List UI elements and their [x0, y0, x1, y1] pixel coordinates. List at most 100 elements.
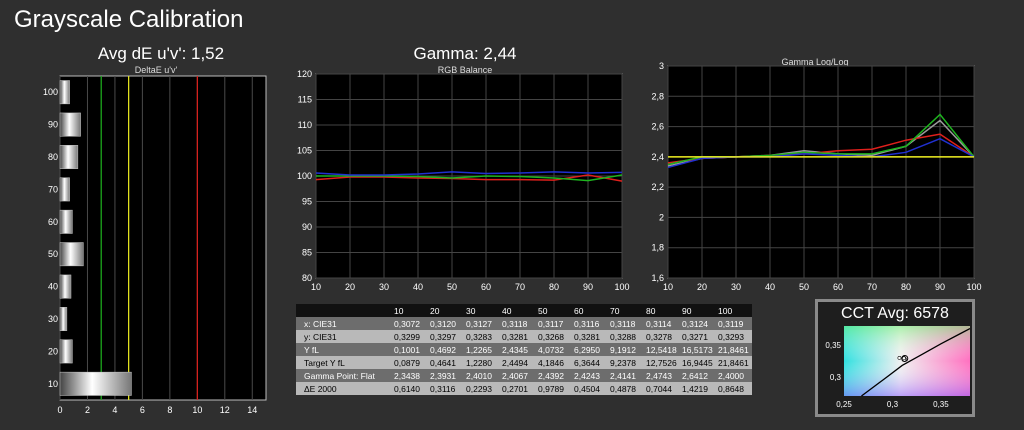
- table-cell: 0,3124: [680, 317, 716, 330]
- table-cell: 2,3931: [428, 369, 464, 382]
- y-tick-label: 10: [48, 379, 58, 389]
- table-header-cell: 20: [428, 304, 464, 317]
- table-cell: 0,7044: [644, 382, 680, 395]
- rgb-balance-chart: 10 20 30 40 50 60 70 80 90 100 80 85 90 95 100 105 110 11…: [297, 69, 630, 292]
- x-tick-label: 6: [140, 405, 145, 415]
- table-cell: 0,2701: [500, 382, 536, 395]
- y-tick-label: 95: [302, 197, 312, 207]
- table-cell: 16,9445: [680, 356, 716, 369]
- x-tick-label: 2: [85, 405, 90, 415]
- x-tick-label: 90: [935, 282, 945, 292]
- table-cell: 0,3278: [644, 330, 680, 343]
- y-tick-label: 70: [48, 184, 58, 194]
- series-line: [667, 137, 975, 169]
- plot-area: [59, 75, 267, 401]
- table-cell: 0,3271: [680, 330, 716, 343]
- gamma-heading: Gamma: 2,44: [413, 44, 517, 63]
- page-title: Grayscale Calibration: [14, 6, 244, 33]
- y-tick-label: 30: [48, 314, 58, 324]
- x-tick-label: 10: [663, 282, 673, 292]
- table-cell: 2,4010: [464, 369, 500, 382]
- y-tick-label: 2,8: [651, 91, 664, 101]
- table-cell: 2,4392: [536, 369, 572, 382]
- table-cell: 6,3644: [572, 356, 608, 369]
- table-row: Y fL 0,1001 0,4692 1,2265 2,4345 4,0732 6,2950…: [296, 343, 752, 356]
- deltae-bar-chart: 0 2 4 6 8 10 12 14 10 20 30 40 50 60 70 80 90 100: [43, 75, 267, 415]
- x-tick-label: 70: [867, 282, 877, 292]
- y-tick-label: 110: [298, 120, 312, 130]
- table-cell: 21,8461: [716, 343, 752, 356]
- table-row-label: Gamma Point: Flat: [296, 369, 392, 382]
- table-cell: 0,3281: [500, 330, 536, 343]
- table-cell: 0,3072: [392, 317, 428, 330]
- table-body: x: CIE31 0,3072 0,3120 0,3127 0,3118 0,3117 0,…: [296, 317, 752, 395]
- x-tick-label: 60: [833, 282, 843, 292]
- x-tick-label: 90: [583, 282, 593, 292]
- planckian-locus: [861, 327, 971, 397]
- table-header-cell: 50: [536, 304, 572, 317]
- gamma-loglog-chart: 10 20 30 40 50 60 70 80 90 100 1,6 1,8 2 2,2 2,4 2,6 2,8…: [651, 61, 981, 292]
- x-tick-label: 4: [112, 405, 117, 415]
- x-tick-label: 14: [247, 405, 257, 415]
- results-table: 10 20 30 40 50 60 70 80 90 100 x: CIE31 0…: [296, 304, 752, 395]
- table-cell: 0,4641: [428, 356, 464, 369]
- table-cell: 0,2293: [464, 382, 500, 395]
- table-cell: 0,3119: [716, 317, 752, 330]
- bar: [59, 112, 81, 137]
- bar: [59, 209, 73, 234]
- x-tick-label: 80: [549, 282, 559, 292]
- bar: [59, 371, 132, 396]
- bar: [59, 80, 70, 105]
- y-tick-label: 1,6: [651, 273, 664, 283]
- table-row-label: Target Y fL: [296, 356, 392, 369]
- table-cell: 0,3268: [536, 330, 572, 343]
- measurement-point: [902, 356, 906, 361]
- table-header-cell: 60: [572, 304, 608, 317]
- y-tick-label: 1,8: [651, 243, 664, 253]
- y-tick-label: 80: [302, 273, 312, 283]
- series-line: [316, 174, 623, 182]
- y-tick-label: 90: [302, 222, 312, 232]
- table-row: Target Y fL 0,0879 0,4641 1,2280 2,4494 4,184…: [296, 356, 752, 369]
- y-tick-label: 100: [297, 171, 312, 181]
- cct-panel: CCT Avg: 6578 0,25 0,3 0,35 0,3 0,35: [815, 299, 975, 417]
- y-tick-label: 120: [297, 69, 312, 79]
- table-row-label: y: CIE31: [296, 330, 392, 343]
- y-tick-label: 2,4: [651, 152, 664, 162]
- x-tick-label: 0,35: [933, 400, 949, 409]
- y-tick-label: 90: [48, 120, 58, 130]
- y-tick-label: 0,3: [830, 373, 842, 382]
- x-tick-label: 50: [447, 282, 457, 292]
- table-cell: 6,2950: [572, 343, 608, 356]
- table-header-cell: 40: [500, 304, 536, 317]
- table-cell: 9,2378: [608, 356, 644, 369]
- table-cell: 0,3116: [428, 382, 464, 395]
- series-line: [315, 171, 623, 176]
- rgb-balance-subtitle: RGB Balance: [437, 65, 493, 75]
- table-row-label: x: CIE31: [296, 317, 392, 330]
- table-cell: 1,4219: [680, 382, 716, 395]
- y-tick-label: 40: [48, 282, 58, 292]
- x-tick-label: 30: [379, 282, 389, 292]
- table-cell: 0,3293: [716, 330, 752, 343]
- table-row: y: CIE31 0,3299 0,3297 0,3283 0,3281 0,3268 0,…: [296, 330, 752, 343]
- y-tick-label: 50: [48, 249, 58, 259]
- y-tick-label: 2,6: [651, 122, 664, 132]
- table-cell: 2,4141: [608, 369, 644, 382]
- table-cell: 0,3281: [572, 330, 608, 343]
- x-tick-label: 0,3: [887, 400, 899, 409]
- table-cell: 0,3297: [428, 330, 464, 343]
- bar: [59, 274, 72, 299]
- x-tick-label: 60: [481, 282, 491, 292]
- table-cell: 12,5418: [644, 343, 680, 356]
- table-cell: 0,9789: [536, 382, 572, 395]
- x-tick-label: 20: [697, 282, 707, 292]
- table-cell: 1,2280: [464, 356, 500, 369]
- table-row: ΔE 2000 0,6140 0,3116 0,2293 0,2701 0,9789 0,4…: [296, 382, 752, 395]
- x-tick-label: 20: [345, 282, 355, 292]
- table-cell: 2,4494: [500, 356, 536, 369]
- table-cell: 2,3438: [392, 369, 428, 382]
- table-cell: 0,3118: [500, 317, 536, 330]
- table-cell: 0,4878: [608, 382, 644, 395]
- y-tick-label: 2,2: [651, 182, 664, 192]
